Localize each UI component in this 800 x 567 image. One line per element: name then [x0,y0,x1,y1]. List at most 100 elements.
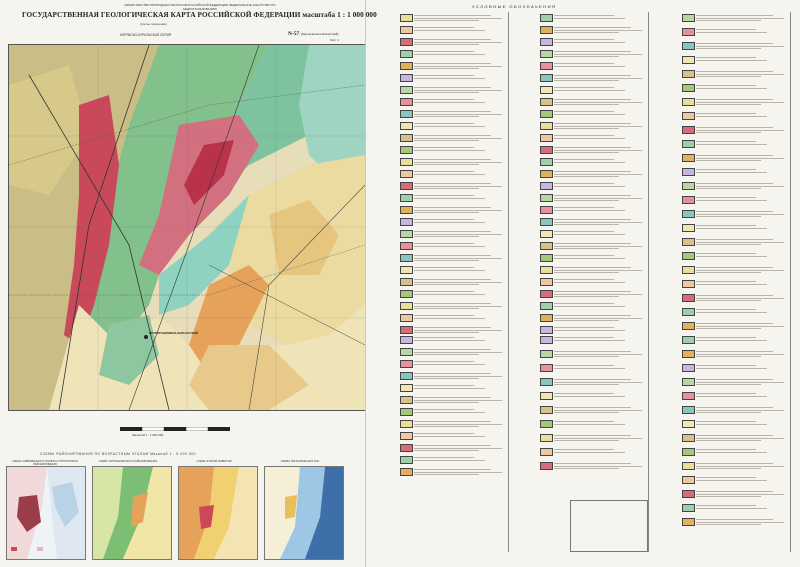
legend-text-line [554,123,631,124]
legend-text-line [696,463,773,464]
legend-text-line [696,449,756,450]
legend-text-line [696,412,761,413]
legend-text-line [696,20,761,21]
legend-text-line [414,188,479,189]
legend-text-line [696,365,756,366]
legend-text-line [554,421,614,422]
legend-text-line [554,200,619,201]
legend-text-line [414,209,502,211]
legend-swatch [400,158,413,166]
legend-text-line [696,283,767,285]
legend-text-line [414,397,491,398]
legend-swatch [682,448,695,456]
legend-text-line [414,387,485,389]
legend-text-line [414,409,474,410]
legend-swatch [400,254,413,262]
legend-text-line [554,451,625,453]
legend-text-line [414,267,474,268]
legend-text-line [414,125,485,127]
legend-text-line [696,521,784,523]
legend-text-line [554,327,614,328]
legend-text-line [554,255,614,256]
legend-swatch [540,336,553,344]
legend-text-line [554,291,631,292]
west-red-belt [64,95,119,345]
legend-text-line [696,297,784,299]
legend-text-line [554,303,614,304]
legend-text-line [554,99,631,100]
legend-text-line [414,269,485,271]
legend-text-line [414,197,485,199]
legend-text-line [414,255,491,256]
legend-swatch [400,74,413,82]
legend-swatch [400,134,413,142]
legend-text-line [696,132,761,133]
legend-text-line [554,65,625,67]
legend-text-line [554,395,625,397]
legend-swatch [682,210,695,218]
legend-text-line [554,29,642,31]
southwest-green-patch [99,315,159,385]
map-subtitle: (третье поколение) [140,22,167,26]
legend-swatch [682,84,695,92]
inset-map-1[interactable] [6,466,86,560]
legend-text-line [554,15,614,16]
legend-text-line [696,423,767,425]
legend-swatch [400,266,413,274]
legend-text-line [414,284,479,285]
northeast-teal-zone [299,45,365,185]
legend-swatch [540,110,553,118]
legend-text-line [414,303,491,304]
legend-swatch [540,26,553,34]
legend-swatch [682,126,695,134]
legend-swatch [400,26,413,34]
legend-text-line [414,257,502,259]
legend-text-line [414,447,502,449]
legend-text-line [554,56,619,57]
legend-text-line [414,459,485,461]
legend-text-line [696,87,767,89]
legend-text-line [414,337,474,338]
legend-text-line [414,260,479,261]
inset-map-2[interactable] [92,466,172,560]
legend-swatch [540,122,553,130]
sheet-name: (Петропавловск-Камчатский) [300,32,339,36]
legend-swatch [400,408,413,416]
legend-swatch [540,290,553,298]
legend-text-line [696,239,773,240]
inset-map-4[interactable] [264,466,344,560]
legend-swatch [400,444,413,452]
legend-text-line [696,43,773,44]
legend-text-line [554,176,619,177]
legend-text-line [414,471,502,473]
legend-text-line [696,451,767,453]
legend-text-line [696,367,767,369]
legend-text-line [414,207,491,208]
legend-text-line [696,155,773,156]
legend-text-line [414,51,474,52]
east-sand-zone [269,200,339,275]
legend-text-line [554,80,619,81]
legend-swatch [540,242,553,250]
legend-text-line [414,20,479,21]
inset-svg-2 [93,467,171,559]
legend-text-line [414,281,502,283]
inset-label-1: СХЕМА СОВРЕМЕННОГО ГЕОЛОГО-СТРУКТУРНОГО … [12,460,78,466]
inset-map-3[interactable] [178,466,258,560]
legend-swatch [682,336,695,344]
legend-text-line [414,92,479,93]
map-svg [9,45,365,410]
sheet-list: Лист 1 [330,38,340,42]
legend-text-line [554,63,614,64]
legend-swatch [400,468,413,476]
legend-swatch [682,490,695,498]
legend-swatch [682,280,695,288]
legend-text-line [696,127,773,128]
legend-text-line [414,135,491,136]
legend-text-line [554,379,631,380]
geological-map[interactable]: ПЕТРОПАВЛОВСК-КАМЧАТСКИЙ [8,44,366,411]
legend-text-line [414,65,502,67]
legend-text-line [414,361,474,362]
legend-text-line [554,152,619,153]
sheet-number: N-57 (Петропавловск-Камчатский) [288,31,338,37]
